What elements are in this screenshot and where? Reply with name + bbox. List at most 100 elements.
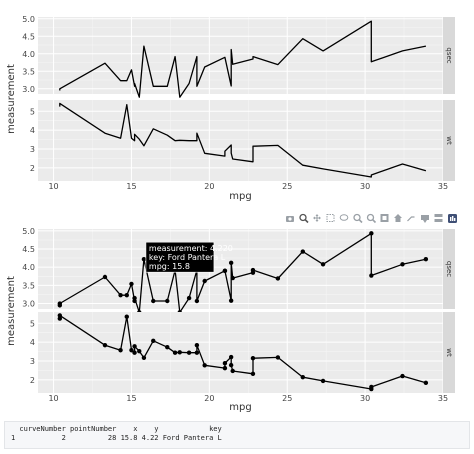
x-tick-label: 10	[48, 182, 58, 191]
data-point[interactable]	[165, 345, 170, 350]
compare-bar-bottom	[434, 219, 443, 222]
data-point[interactable]	[57, 301, 63, 306]
x-tick-label: 20	[204, 182, 214, 191]
data-point[interactable]	[250, 355, 256, 361]
hover-pointer	[423, 220, 427, 223]
zoom-out-icon[interactable]	[366, 213, 377, 224]
data-point[interactable]	[132, 344, 137, 349]
data-point[interactable]	[137, 348, 142, 354]
y-tick-label: 4	[30, 338, 35, 347]
data-point[interactable]	[102, 342, 108, 348]
interactive-chart[interactable]: 3.0 3.5 4.0 4.5 5.0 qsec measurement: 4.220key…	[6, 227, 455, 413]
camera-icon[interactable]	[286, 216, 294, 222]
x-axis-title: mpg	[229, 191, 251, 202]
box-outline	[326, 214, 335, 222]
zoom-in-icon[interactable]	[353, 213, 363, 224]
data-point[interactable]	[118, 348, 123, 353]
data-point[interactable]	[202, 278, 207, 284]
data-point[interactable]	[369, 231, 374, 236]
data-point[interactable]	[132, 350, 137, 355]
data-point[interactable]	[275, 276, 281, 281]
modebar	[286, 213, 457, 224]
data-point[interactable]	[57, 316, 63, 321]
data-point[interactable]	[228, 354, 234, 360]
hover-box	[421, 215, 429, 220]
zoom-icon[interactable]	[299, 213, 309, 224]
data-point[interactable]	[172, 350, 178, 355]
data-point[interactable]	[230, 275, 235, 281]
logo-bar	[452, 216, 454, 221]
facet-strip-label: wt	[445, 348, 453, 357]
data-point[interactable]	[186, 350, 192, 355]
data-point[interactable]	[228, 260, 234, 266]
data-point[interactable]	[300, 374, 306, 380]
data-point[interactable]	[129, 348, 134, 353]
data-point[interactable]	[275, 355, 281, 360]
hover-compare-icon[interactable]	[434, 214, 443, 222]
series-line-qsec	[59, 20, 427, 98]
data-point[interactable]	[369, 273, 374, 278]
facet-strip-wt	[443, 100, 455, 181]
data-point[interactable]	[228, 298, 234, 303]
data-point[interactable]	[423, 380, 429, 386]
x-tick-label: 30	[360, 182, 370, 191]
x-axis-title: mpg	[229, 402, 251, 413]
data-point[interactable]	[124, 314, 129, 319]
data-point[interactable]	[57, 313, 63, 318]
data-point[interactable]	[151, 298, 156, 304]
data-point[interactable]	[222, 268, 228, 274]
box-select-icon[interactable]	[326, 214, 335, 222]
data-point[interactable]	[222, 361, 228, 366]
data-point[interactable]	[222, 365, 228, 371]
data-point[interactable]	[186, 295, 192, 301]
data-point[interactable]	[369, 384, 374, 390]
spike-lines-icon[interactable]	[407, 216, 415, 222]
autoscale-icon[interactable]	[380, 214, 389, 222]
data-point[interactable]	[129, 281, 134, 287]
magnifier-ring	[366, 213, 375, 222]
plotly-logo-icon[interactable]	[448, 214, 457, 223]
logo-bar	[450, 217, 452, 221]
data-point[interactable]	[423, 256, 429, 262]
hover-closest-icon[interactable]	[421, 215, 429, 223]
y-tick-label: 5	[30, 319, 35, 328]
data-point[interactable]	[132, 295, 137, 301]
panel-background-qsec	[38, 229, 443, 309]
data-point[interactable]	[165, 298, 170, 304]
data-point[interactable]	[102, 274, 108, 280]
data-point[interactable]	[300, 249, 306, 254]
data-point[interactable]	[141, 256, 147, 262]
data-point[interactable]	[400, 373, 405, 379]
data-point[interactable]	[202, 363, 207, 368]
logo-bar	[454, 218, 456, 221]
data-point[interactable]	[320, 378, 326, 384]
y-tick-label: 4.5	[22, 245, 35, 254]
y-tick-label: 4	[30, 126, 35, 135]
data-point[interactable]	[230, 368, 235, 374]
data-point[interactable]	[250, 267, 256, 273]
y-tick-label: 3.5	[22, 281, 35, 290]
pan-icon[interactable]	[313, 214, 321, 222]
facet-strip-label: qsec	[445, 47, 453, 63]
x-tick-label: 35	[438, 182, 448, 191]
y-tick-label: 3.5	[22, 67, 35, 76]
data-point[interactable]	[124, 292, 129, 298]
data-point[interactable]	[320, 262, 326, 267]
lasso-icon[interactable]	[339, 214, 349, 221]
data-point[interactable]	[118, 292, 123, 298]
data-point[interactable]	[141, 355, 147, 360]
x-tick-label: 25	[282, 394, 292, 403]
data-point[interactable]	[400, 262, 405, 267]
x-tick-label: 15	[126, 182, 136, 191]
data-point[interactable]	[177, 350, 182, 355]
x-tick-label: 15	[126, 394, 136, 403]
data-point[interactable]	[151, 338, 156, 344]
data-point[interactable]	[194, 342, 200, 348]
y-tick-label: 4.0	[22, 263, 35, 272]
data-point[interactable]	[194, 298, 200, 304]
data-point[interactable]	[250, 371, 256, 376]
data-point[interactable]	[194, 350, 200, 355]
data-point[interactable]	[228, 362, 234, 368]
reset-icon[interactable]	[394, 214, 402, 222]
